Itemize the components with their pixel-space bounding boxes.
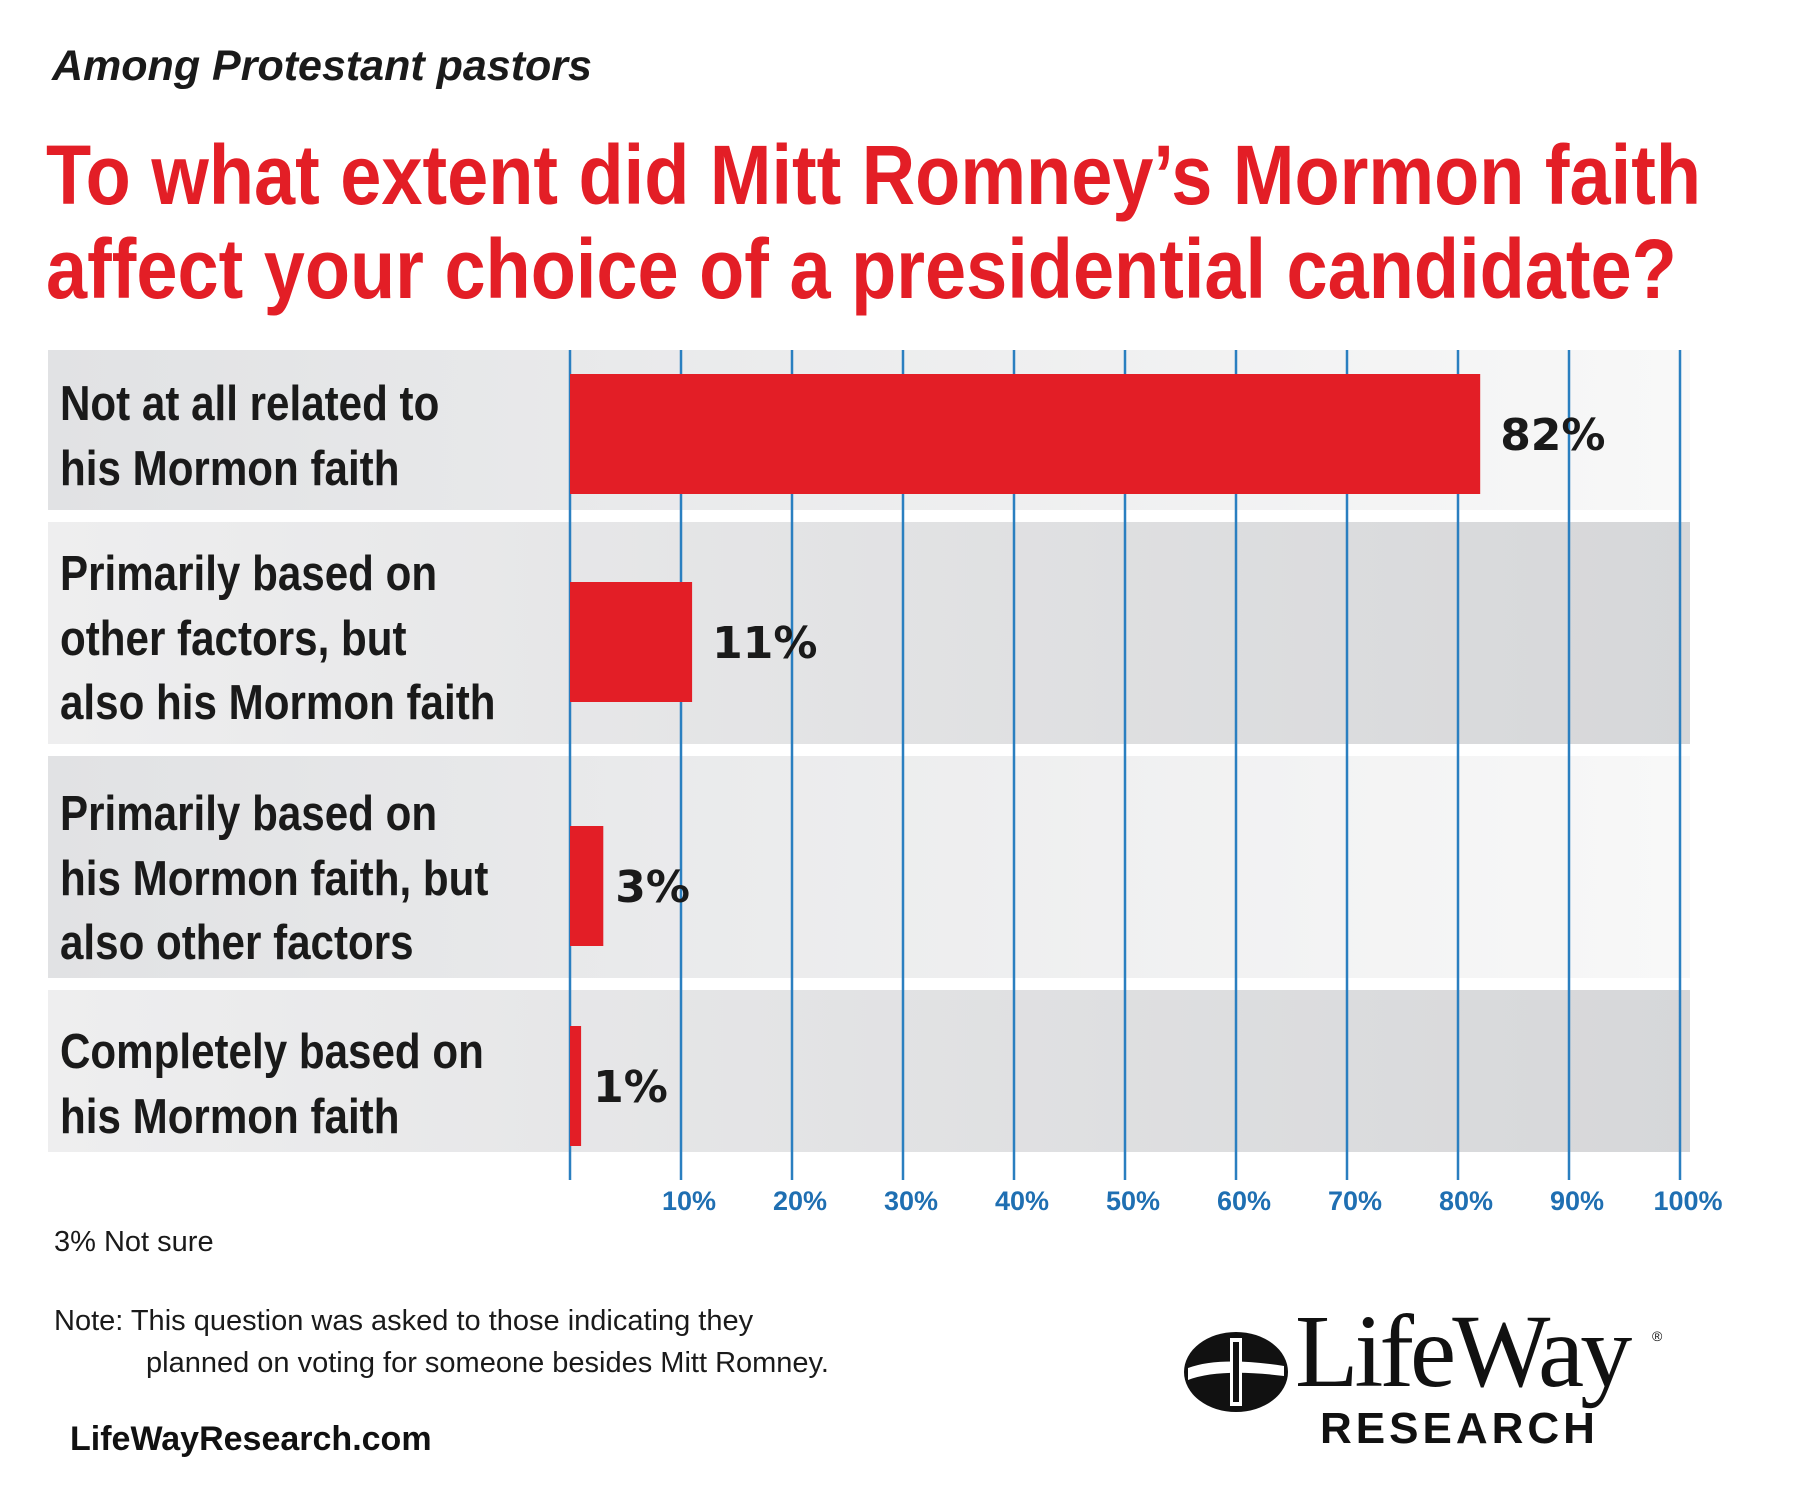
category-label-line: also his Mormon faith <box>60 676 496 731</box>
lifeway-logo: LifeWay ® RESEARCH <box>1180 1294 1680 1453</box>
category-label-line: Not at all related to <box>60 377 440 431</box>
registered-mark: ® <box>1652 1328 1663 1344</box>
x-tick-label: 90% <box>1550 1186 1604 1216</box>
x-tick-label: 80% <box>1439 1186 1493 1216</box>
chart-subtitle: Among Protestant pastors <box>52 42 592 90</box>
x-tick-label: 50% <box>1106 1186 1160 1216</box>
category-label: Not at all related to his Mormon faith <box>60 372 542 501</box>
logo-wordmark: LifeWay <box>1295 1294 1632 1409</box>
x-tick-label: 100% <box>1653 1186 1722 1216</box>
category-label: Primarily based on his Mormon faith, but a… <box>60 782 542 976</box>
x-tick-label: 60% <box>1217 1186 1271 1216</box>
survey-note: Note: This question was asked to those i… <box>54 1300 1014 1384</box>
category-label-line: his Mormon faith, but <box>60 851 489 906</box>
x-tick-label: 70% <box>1328 1186 1382 1216</box>
category-label: Completely based on his Mormon faith <box>60 1020 542 1149</box>
bar <box>570 1026 582 1146</box>
survey-note-line-2: planned on voting for someone besides Mi… <box>146 1347 829 1380</box>
bar <box>570 374 1481 494</box>
not-sure-note: 3% Not sure <box>54 1226 214 1258</box>
x-tick-label: 30% <box>884 1186 938 1216</box>
category-label-line: other factors, but <box>60 611 407 666</box>
bar-value-label: 3% <box>615 862 690 913</box>
bar-value-label: 11% <box>712 618 817 669</box>
row-band <box>48 990 1690 1152</box>
bar-chart: 82% 11% 3% 1% 10% 20% 30% 40% 50% 60% 70% 80% 90% 10… <box>48 350 1723 1216</box>
bar-value-label: 82% <box>1500 410 1605 461</box>
bar <box>570 826 604 946</box>
lifeway-cross-icon <box>1184 1332 1288 1412</box>
category-label-line: Primarily based on <box>60 787 438 841</box>
website-link[interactable]: LifeWayResearch.com <box>70 1420 432 1458</box>
category-label-line: Completely based on <box>60 1025 484 1079</box>
chart-title: To what extent did Mitt Romney’s Mormon … <box>46 128 1701 317</box>
category-label-line: also other factors <box>60 916 414 971</box>
survey-note-line-1: Note: This question was asked to those i… <box>54 1305 754 1337</box>
chart-title-line-2: affect your choice of a presidential can… <box>46 222 1677 317</box>
logo-research-text: RESEARCH <box>1320 1404 1599 1453</box>
x-tick-label: 40% <box>995 1186 1049 1216</box>
category-label-line: his Mormon faith <box>60 441 400 496</box>
row-band <box>48 522 1690 744</box>
category-label: Primarily based on other factors, but also… <box>60 542 542 736</box>
category-label-line: his Mormon faith <box>60 1089 400 1144</box>
bar <box>570 582 693 702</box>
bar-value-label: 1% <box>593 1062 668 1113</box>
category-label-line: Primarily based on <box>60 547 438 601</box>
chart-title-line-1: To what extent did Mitt Romney’s Mormon … <box>46 128 1701 222</box>
x-tick-label: 10% <box>662 1186 716 1216</box>
row-band <box>48 756 1690 978</box>
x-tick-label: 20% <box>773 1186 827 1216</box>
